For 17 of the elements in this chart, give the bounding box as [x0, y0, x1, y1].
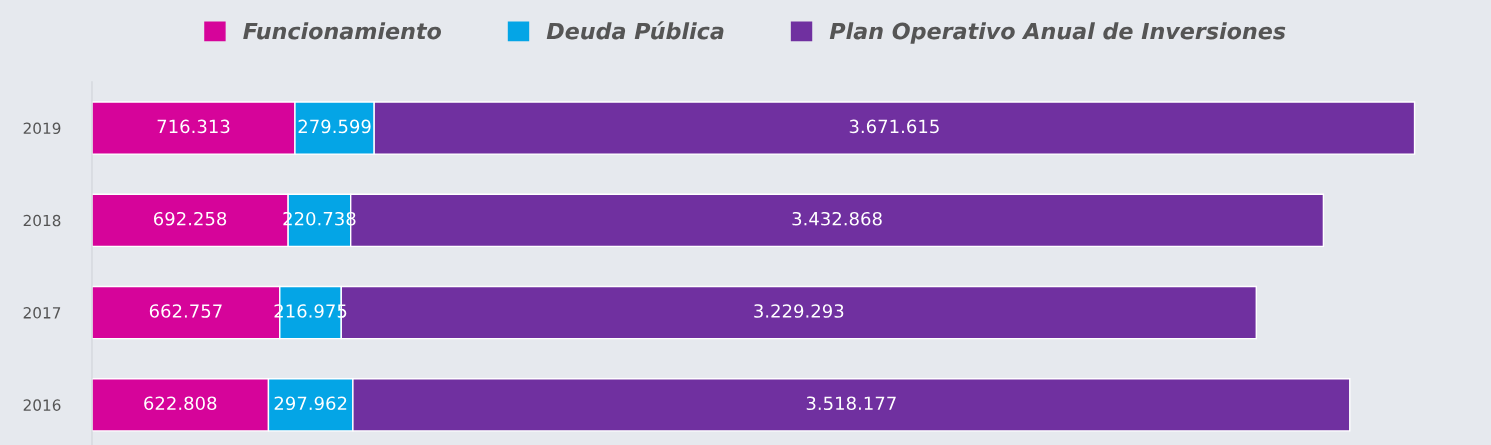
data-label: 3.432.868	[792, 211, 882, 226]
data-label: 622.808	[144, 396, 217, 411]
y-tick-label: 2018	[23, 214, 61, 227]
data-label: 662.757	[149, 304, 222, 318]
legend-label: Plan Operativo Anual de Inversiones	[829, 22, 1286, 44]
legend-label: Deuda Pública	[546, 21, 724, 40]
data-label: 297.962	[274, 396, 347, 411]
data-label: 716.313	[157, 119, 230, 134]
data-label: 692.258	[154, 211, 227, 226]
y-tick-label: 2017	[23, 307, 61, 319]
y-tick-label: 2019	[23, 122, 61, 135]
data-label: 3.671.615	[849, 119, 939, 134]
data-label: 3.518.177	[806, 396, 896, 411]
data-label: 3.229.293	[754, 304, 844, 318]
y-tick-label: 2016	[23, 399, 61, 411]
data-label: 279.599	[298, 119, 371, 134]
legend-label: Funcionamiento	[243, 22, 442, 40]
